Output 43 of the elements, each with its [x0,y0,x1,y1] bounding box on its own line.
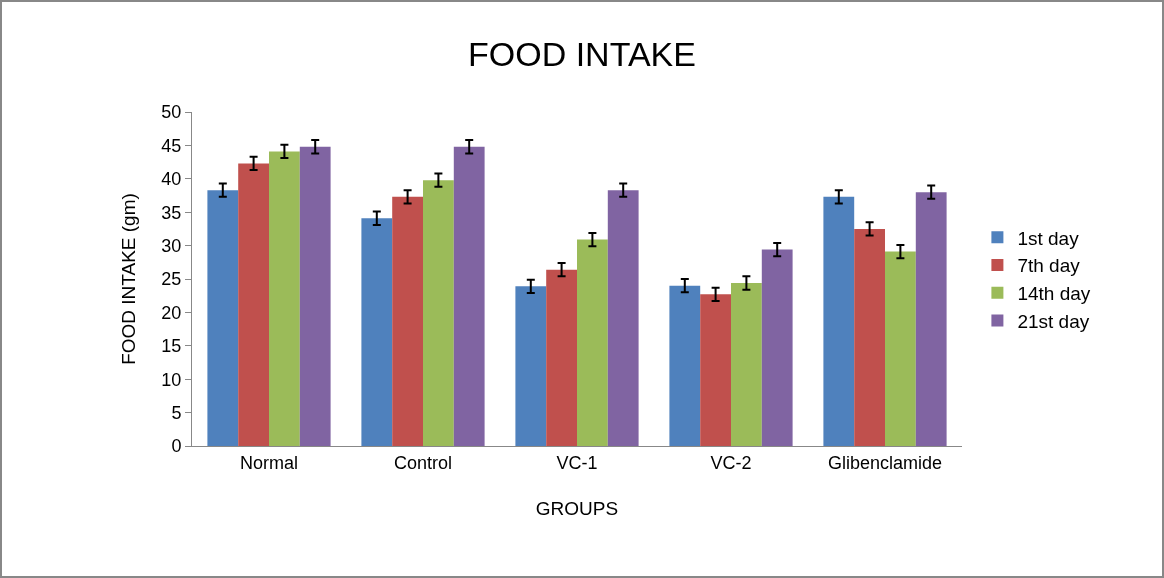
y-tick-label: 30 [161,235,182,256]
bar [577,239,608,446]
y-tick-label: 0 [171,436,182,457]
bar [515,286,547,446]
bar [238,163,269,446]
bar [669,285,701,446]
y-tick-label: 40 [161,169,182,190]
x-tick-label: VC-2 [710,452,752,473]
x-tick-label: Control [393,452,453,473]
y-tick-label: 45 [161,135,182,156]
bar [269,151,300,446]
y-tick-label: 20 [161,302,182,323]
bar [207,190,239,446]
bar [546,269,577,446]
y-tick-label: 5 [171,402,182,423]
y-axis-title: FOOD INTAKE (gm) [118,193,140,365]
bar [731,283,762,446]
bar [823,196,855,446]
y-tick-label: 25 [161,269,182,290]
bar [607,190,639,446]
y-tick-label: 35 [161,202,182,223]
x-axis-title: GROUPS [535,498,619,520]
x-tick-label: Normal [239,452,299,473]
bar [761,249,793,446]
bar [423,180,454,446]
x-tick-label: VC-1 [556,452,598,473]
legend-label: 7th day [1017,255,1081,277]
legend-label: 21st day [1017,310,1090,332]
bar [299,146,331,446]
bar [885,251,916,446]
legend-label: 1st day [1017,227,1080,249]
x-tick-label: Glibenclamide [827,452,943,473]
y-tick-label: 15 [161,336,182,357]
bar [700,294,731,446]
bar [361,218,393,446]
bar [854,228,885,446]
legend-label: 14th day [1017,283,1091,305]
bar [915,192,947,446]
chart-title: FOOD INTAKE [468,34,696,73]
y-tick-label: 10 [161,369,182,390]
bar [453,146,485,446]
bar [392,196,423,446]
y-tick-label: 50 [161,102,182,123]
